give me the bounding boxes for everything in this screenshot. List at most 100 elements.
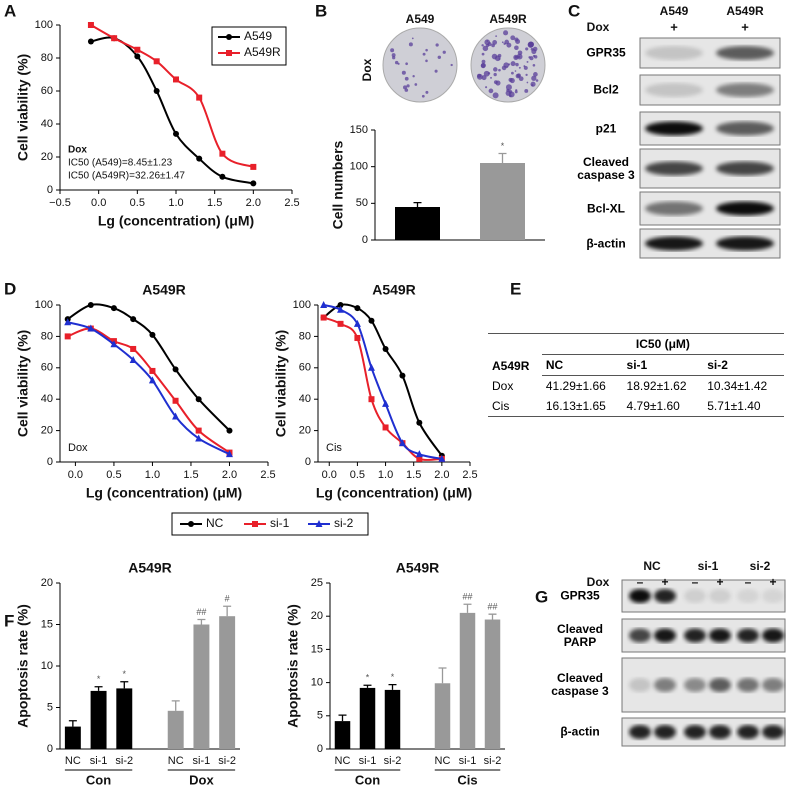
colony <box>492 92 499 99</box>
colony <box>422 52 426 56</box>
blot-band <box>684 589 706 603</box>
significance-mark: * <box>391 672 395 682</box>
colony <box>508 91 515 98</box>
error-bar <box>463 603 472 613</box>
data-point <box>398 439 406 447</box>
lane-label: NC <box>643 559 661 573</box>
x-tick-label: 0.5 <box>106 469 121 481</box>
colony <box>525 73 528 77</box>
data-point <box>153 58 160 65</box>
error-bar <box>68 720 77 727</box>
data-point <box>250 180 257 187</box>
data-point <box>416 455 423 462</box>
dish-label: A549 <box>406 12 435 26</box>
y-tick-label: 150 <box>350 124 368 136</box>
x-tick-label: si-2 <box>384 755 402 767</box>
y-tick-label: 50 <box>356 197 368 209</box>
blot-row-label: Bcl-XL <box>586 201 625 215</box>
colony <box>501 41 504 44</box>
colony <box>531 75 537 81</box>
blot-band <box>716 201 774 216</box>
data-point <box>320 301 328 308</box>
colony <box>434 69 438 73</box>
table-header: IC50 (μM) <box>541 333 784 355</box>
blot-band <box>645 83 703 97</box>
data-point <box>226 427 233 434</box>
cell: 4.79±1.60 <box>622 396 704 417</box>
significance-mark: ## <box>196 607 206 617</box>
x-tick-label: si-2 <box>484 755 502 767</box>
blot-band <box>684 678 706 692</box>
data-point <box>87 22 94 28</box>
x-tick-label: 0.5 <box>130 197 145 209</box>
y-tick-label: 80 <box>41 330 53 342</box>
blot-row-label: Cleaved PARP <box>556 621 604 649</box>
error-bar <box>413 201 422 207</box>
data-point <box>250 163 257 170</box>
blot-row-label: β-actin <box>560 724 600 739</box>
blot-band <box>709 589 731 603</box>
group-label: Con <box>86 772 111 786</box>
x-axis-label: Lg (concentration) (μM) <box>86 485 242 501</box>
data-point <box>153 88 160 94</box>
error-bar <box>388 683 397 690</box>
annotation: Dox <box>68 442 88 454</box>
data-point <box>315 520 323 527</box>
data-point <box>399 372 406 379</box>
colony <box>425 48 428 52</box>
blot-band <box>645 201 703 216</box>
data-point <box>195 434 203 442</box>
fit-curve <box>67 327 231 454</box>
annotation: IC50 (A549R)=32.26±1.47 <box>68 171 185 182</box>
x-axis-label: Lg (concentration) (μM) <box>98 213 254 229</box>
data-point <box>173 76 179 83</box>
colony <box>425 59 428 63</box>
x-tick-label: 1.5 <box>406 469 421 481</box>
y-tick-label: 20 <box>299 425 311 437</box>
significance-mark: * <box>123 669 127 679</box>
data-point <box>337 302 344 308</box>
legend-label: si-1 <box>270 516 290 530</box>
colony <box>483 70 490 77</box>
bar <box>484 619 501 749</box>
colony <box>394 60 399 65</box>
column-header: si-2 <box>703 354 784 376</box>
colony <box>503 42 506 46</box>
blot-band <box>716 83 774 97</box>
colony <box>526 81 529 84</box>
significance-mark: ## <box>487 602 497 612</box>
chart-title: A549R <box>396 560 440 576</box>
colony <box>390 48 395 53</box>
blot-band <box>716 161 774 176</box>
blot-band <box>645 161 703 176</box>
fit-curve <box>323 316 442 462</box>
colony <box>523 65 528 70</box>
blot-row-label: β-actin <box>586 236 626 250</box>
cell: 41.29±1.66 <box>545 379 606 393</box>
error-bar <box>94 686 103 691</box>
bar <box>193 624 210 749</box>
blot-band <box>762 678 784 692</box>
colony <box>524 89 529 93</box>
group-label: Con <box>355 772 380 786</box>
colony <box>514 45 519 51</box>
blot-band <box>645 46 703 60</box>
data-point <box>368 317 375 324</box>
dish-label: A549R <box>489 12 527 26</box>
colony <box>485 86 488 89</box>
bar <box>395 207 440 240</box>
data-point <box>367 363 375 371</box>
data-point <box>219 173 226 180</box>
culture-dish <box>382 27 458 103</box>
colony <box>493 80 498 85</box>
colony <box>514 90 518 94</box>
x-tick-label: si-2 <box>115 755 133 767</box>
blot-band <box>709 628 731 643</box>
data-point <box>195 427 202 434</box>
bar <box>434 683 451 749</box>
legend-label: A549 <box>244 29 272 43</box>
lane-label: si-2 <box>750 559 771 573</box>
y-tick-label: 100 <box>35 299 53 311</box>
bar <box>90 690 107 749</box>
y-tick-label: 0 <box>317 743 323 755</box>
